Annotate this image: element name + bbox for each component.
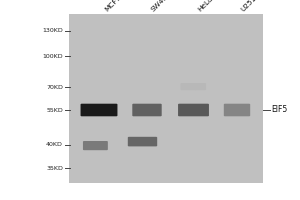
FancyBboxPatch shape	[83, 141, 108, 150]
Text: 55KD: 55KD	[46, 108, 63, 112]
FancyBboxPatch shape	[132, 104, 162, 116]
Text: SW480: SW480	[150, 0, 172, 13]
FancyBboxPatch shape	[224, 104, 250, 116]
Text: HeLa: HeLa	[196, 0, 214, 13]
Text: EIF5: EIF5	[272, 106, 288, 114]
FancyBboxPatch shape	[128, 137, 157, 146]
FancyBboxPatch shape	[178, 104, 209, 116]
Text: 40KD: 40KD	[46, 142, 63, 147]
Text: 130KD: 130KD	[42, 28, 63, 33]
Text: MCF7: MCF7	[103, 0, 122, 13]
FancyBboxPatch shape	[195, 83, 206, 90]
Text: 70KD: 70KD	[46, 85, 63, 90]
FancyBboxPatch shape	[181, 83, 196, 90]
Text: 35KD: 35KD	[46, 166, 63, 170]
Bar	[69, 14, 262, 183]
Text: 100KD: 100KD	[42, 53, 63, 58]
FancyBboxPatch shape	[81, 104, 118, 116]
Text: U251: U251	[240, 0, 258, 13]
